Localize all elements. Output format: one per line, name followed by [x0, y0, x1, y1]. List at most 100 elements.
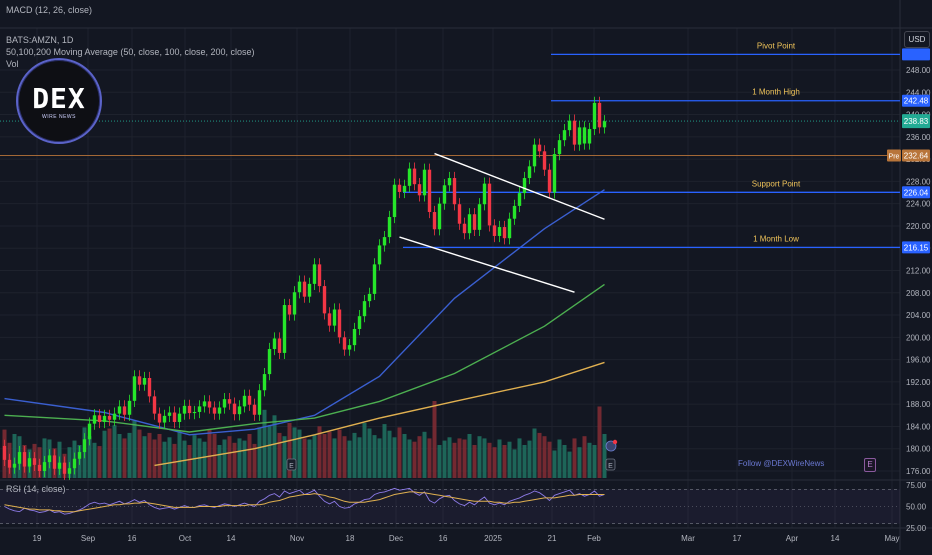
- volume-bar: [272, 415, 277, 478]
- volume-bar: [492, 447, 497, 478]
- candle-body: [437, 203, 442, 230]
- candle-body: [372, 264, 377, 294]
- volume-bar: [322, 434, 327, 478]
- symbol-label[interactable]: BATS:AMZN, 1D: [6, 35, 74, 45]
- alert-dot: [612, 439, 618, 445]
- price-tick-label: 236.00: [906, 133, 931, 142]
- candle-body: [182, 405, 187, 414]
- volume-bar: [277, 432, 282, 478]
- time-tick-label: 14: [227, 534, 236, 543]
- candle-body: [242, 395, 247, 407]
- pre-market-tag-text: Pre: [889, 154, 900, 161]
- volume-bar: [112, 425, 117, 478]
- volume-bar: [562, 445, 567, 478]
- volume-bar: [417, 436, 422, 478]
- volume-bar: [582, 436, 587, 478]
- candle-body: [352, 328, 357, 346]
- volume-bar: [92, 442, 97, 478]
- candle-body: [507, 218, 512, 239]
- volume-bar: [517, 438, 522, 478]
- candle-body: [222, 399, 227, 408]
- candle-body: [452, 178, 457, 205]
- rsi-indicator-label[interactable]: RSI (14, close): [6, 484, 66, 494]
- volume-bar: [347, 440, 352, 478]
- time-tick-label: 2025: [484, 534, 502, 543]
- price-tick-label: 224.00: [906, 200, 931, 209]
- price-level-tag-text: 242.48: [904, 97, 929, 106]
- candle-body: [577, 127, 582, 145]
- rsi-band-fill: [0, 489, 900, 524]
- candle-body: [502, 227, 507, 239]
- volume-bar: [457, 438, 462, 478]
- candle-body: [207, 401, 212, 408]
- volume-bar: [592, 445, 597, 478]
- candle-body: [327, 313, 332, 326]
- earnings-marker: [605, 458, 616, 471]
- volume-bar: [362, 423, 367, 478]
- candle-body: [442, 185, 447, 204]
- earnings-marker-text: E: [608, 463, 613, 470]
- volume-bar: [472, 445, 477, 478]
- candle-body: [122, 406, 127, 415]
- volume-bar: [117, 434, 122, 478]
- price-tick-label: 204.00: [906, 311, 931, 320]
- volume-bar: [427, 438, 432, 478]
- volume-bar: [132, 420, 137, 478]
- macd-indicator-label[interactable]: MACD (12, 26, close): [6, 5, 93, 15]
- candle-body: [262, 374, 267, 391]
- candle-body: [57, 462, 62, 469]
- candle-body: [297, 281, 302, 293]
- time-tick-label: 19: [33, 534, 42, 543]
- candle-body: [92, 415, 97, 424]
- moving-averages: [4, 189, 605, 467]
- earnings-marker-text: E: [289, 463, 294, 470]
- candle-body: [117, 406, 122, 414]
- candle-body: [392, 184, 397, 218]
- price-tick-label: 180.00: [906, 445, 931, 454]
- candle-body: [97, 415, 102, 422]
- volume-bar: [147, 432, 152, 478]
- candle-body: [177, 413, 182, 422]
- candle-body: [217, 407, 222, 414]
- moving-average-label[interactable]: 50,100,200 Moving Average (50, close, 10…: [6, 47, 255, 57]
- volume-bar: [227, 436, 232, 478]
- candle-body: [77, 452, 82, 459]
- volume-bar: [87, 436, 92, 478]
- price-level-tag: [902, 94, 930, 107]
- time-tick-label: 16: [128, 534, 137, 543]
- rsi-ma-line: [4, 491, 605, 513]
- candle-body: [152, 396, 157, 414]
- time-axis[interactable]: 19 Sep 16 Oct 14 Nov 18 Dec 16 2025 21 Feb Mar 17 Apr 1…: [33, 534, 900, 543]
- price-axis[interactable]: 176.00 180.00 184.00 188.00 192.00 196.00 200.…: [887, 48, 931, 533]
- logo-subtext: WIRE NEWS: [42, 114, 76, 120]
- candle-body: [572, 120, 577, 145]
- volume-bar: [597, 406, 602, 478]
- candle-body: [462, 223, 467, 234]
- volume-bar: [182, 440, 187, 478]
- candle-body: [287, 305, 292, 315]
- candle-body: [162, 415, 167, 423]
- volume-bar: [142, 436, 147, 478]
- candle-body: [302, 281, 307, 297]
- earnings-badge-right[interactable]: E: [864, 458, 876, 472]
- volume-bar: [412, 441, 417, 478]
- volume-bar: [262, 409, 267, 478]
- volume-label[interactable]: Vol: [6, 59, 19, 69]
- candle-body: [467, 214, 472, 234]
- candle-body: [27, 458, 32, 467]
- candle-body: [132, 376, 137, 401]
- candle-body: [157, 413, 162, 423]
- rsi-tick-label: 50.00: [906, 503, 927, 512]
- volume-bar: [297, 429, 302, 478]
- volume-bar: [537, 432, 542, 478]
- candle-body: [47, 455, 52, 463]
- volume-bar: [447, 437, 452, 478]
- volume-bar: [432, 401, 437, 478]
- currency-selector[interactable]: USD: [904, 31, 930, 48]
- candle-body: [102, 415, 107, 422]
- volume-bar: [137, 429, 142, 478]
- time-tick-label: Dec: [389, 534, 403, 543]
- price-tick-label: 212.00: [906, 267, 931, 276]
